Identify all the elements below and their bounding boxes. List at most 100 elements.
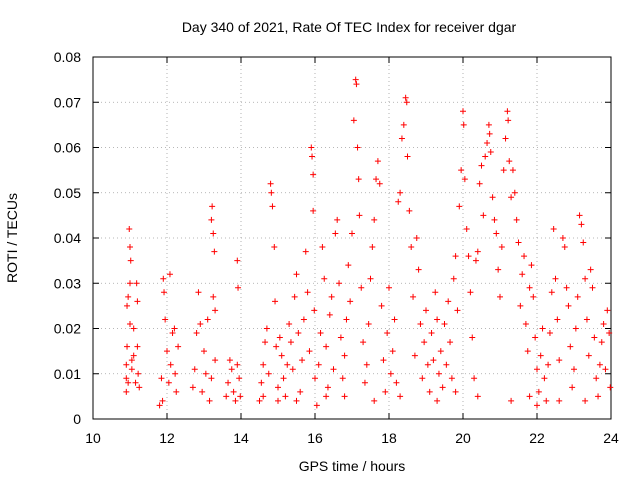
- data-point: [310, 171, 317, 178]
- data-point: [491, 216, 498, 223]
- data-point: [484, 139, 491, 146]
- data-point: [461, 176, 468, 183]
- data-point: [310, 207, 317, 214]
- data-point: [556, 397, 563, 404]
- data-point: [336, 280, 343, 287]
- data-point: [123, 361, 130, 368]
- data-point: [476, 180, 483, 187]
- data-point: [454, 307, 461, 314]
- data-point: [363, 361, 370, 368]
- data-point: [430, 357, 437, 364]
- data-point: [323, 343, 330, 350]
- data-point: [136, 384, 143, 391]
- data-point: [574, 293, 581, 300]
- data-point: [387, 370, 394, 377]
- data-point: [265, 370, 272, 377]
- data-point: [567, 343, 574, 350]
- data-point: [493, 230, 500, 237]
- data-point: [419, 375, 426, 382]
- data-point: [226, 357, 233, 364]
- data-point: [309, 153, 316, 160]
- data-point: [350, 117, 357, 124]
- data-point: [160, 275, 167, 282]
- data-point: [535, 388, 542, 395]
- data-point: [208, 216, 215, 223]
- data-point: [583, 316, 590, 323]
- data-point: [534, 402, 540, 409]
- y-axis-title: ROTI / TECUs: [4, 193, 20, 283]
- data-point: [378, 302, 385, 309]
- data-point: [193, 330, 200, 337]
- data-point: [506, 158, 513, 165]
- data-point: [156, 402, 163, 409]
- data-point: [391, 316, 398, 323]
- data-point: [165, 379, 172, 386]
- y-tick-label: 0.08: [54, 49, 81, 65]
- data-point: [447, 339, 454, 346]
- data-point: [423, 307, 429, 314]
- data-point: [349, 230, 355, 237]
- x-tick-label: 14: [233, 430, 249, 446]
- data-point: [287, 339, 294, 346]
- data-point: [267, 180, 274, 187]
- y-tick-label: 0.05: [54, 185, 81, 201]
- data-point: [371, 397, 378, 404]
- data-point: [482, 153, 489, 160]
- data-point: [384, 330, 391, 337]
- data-point: [572, 325, 579, 332]
- data-point: [437, 348, 444, 355]
- data-point: [197, 320, 204, 327]
- data-point: [585, 352, 592, 359]
- data-point: [175, 343, 182, 350]
- data-point: [548, 289, 555, 296]
- data-point: [508, 397, 515, 404]
- data-point: [569, 384, 576, 391]
- data-point: [128, 366, 135, 373]
- data-point: [161, 289, 168, 296]
- data-point: [237, 393, 244, 400]
- data-point: [517, 302, 524, 309]
- data-point: [593, 375, 600, 382]
- data-point: [171, 325, 178, 332]
- data-point: [607, 384, 614, 391]
- data-points: [123, 76, 614, 409]
- data-point: [127, 257, 134, 264]
- data-point: [210, 230, 217, 237]
- data-point: [402, 94, 409, 101]
- data-point: [417, 320, 424, 327]
- data-point: [489, 194, 496, 201]
- data-point: [234, 257, 241, 264]
- data-point: [323, 393, 330, 400]
- data-point: [513, 216, 520, 223]
- data-point: [347, 298, 354, 305]
- data-point: [353, 81, 360, 88]
- data-point: [448, 375, 455, 382]
- x-tick-label: 16: [307, 430, 323, 446]
- data-point: [556, 357, 563, 364]
- data-point: [452, 388, 459, 395]
- data-point: [456, 203, 463, 210]
- data-point: [133, 280, 140, 287]
- data-point: [445, 298, 452, 305]
- data-point: [439, 384, 446, 391]
- data-point: [526, 284, 533, 291]
- y-tick-label: 0.07: [54, 94, 81, 110]
- data-point: [324, 384, 331, 391]
- x-tick-label: 22: [529, 430, 545, 446]
- data-point: [472, 257, 479, 264]
- data-point: [293, 397, 300, 404]
- data-point: [410, 293, 417, 300]
- data-point: [127, 244, 133, 251]
- data-point: [124, 343, 131, 350]
- data-point: [166, 271, 173, 278]
- data-point: [580, 239, 587, 246]
- x-tick-label: 18: [381, 430, 397, 446]
- data-point: [450, 275, 457, 282]
- data-point: [511, 189, 518, 196]
- data-point: [552, 275, 559, 282]
- grid-lines: [93, 57, 611, 419]
- data-point: [275, 384, 281, 391]
- data-point: [235, 284, 242, 291]
- data-point: [199, 388, 206, 395]
- data-point: [561, 244, 568, 251]
